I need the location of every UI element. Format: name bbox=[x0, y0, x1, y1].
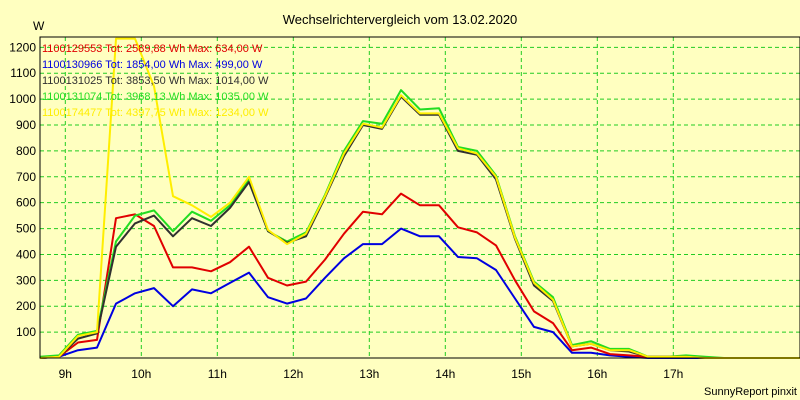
x-tick-labels: 9h 10h 11h 12h 13h 14h 15h 16h 17h bbox=[59, 367, 684, 381]
series-line-1100174477 bbox=[39, 37, 800, 359]
legend-entry-1100174477: 1100174477 Tot: 4397,75 Wh Max: 1234,00 … bbox=[42, 107, 269, 119]
legend-entry-1100130966: 1100130966 Tot: 1854,00 Wh Max: 499,00 W bbox=[42, 59, 263, 71]
x-tick-label-13h: 13h bbox=[359, 367, 379, 381]
y-tick-label-1100: 1100 bbox=[10, 66, 36, 80]
x-tick-label-9h: 9h bbox=[59, 367, 72, 381]
x-tick-label-10h: 10h bbox=[131, 367, 151, 381]
y-tick-label-200: 200 bbox=[16, 299, 36, 313]
y-tick-label-1000: 1000 bbox=[9, 92, 36, 106]
series-line-1100129553 bbox=[39, 192, 800, 359]
y-tick-label-1200: 1200 bbox=[9, 40, 36, 54]
y-tick-label-900: 900 bbox=[16, 118, 36, 132]
y-tick-label-800: 800 bbox=[16, 144, 36, 158]
credit-label: SunnyReport pinxit bbox=[704, 386, 797, 398]
y-axis-unit-label: W bbox=[33, 19, 45, 33]
series-line-1100130966 bbox=[39, 227, 800, 359]
y-tick-label-400: 400 bbox=[16, 247, 36, 261]
legend-entry-1100131074: 1100131074 Tot: 3968,13 Wh Max: 1035,00 … bbox=[42, 91, 269, 103]
legend: 1100129553 Tot: 2589,88 Wh Max: 634,00 W… bbox=[42, 43, 269, 119]
chart-title: Wechselrichtervergleich vom 13.02.2020 bbox=[283, 12, 518, 27]
y-tick-label-300: 300 bbox=[16, 273, 36, 287]
series-layer bbox=[39, 37, 800, 359]
y-tick-label-500: 500 bbox=[16, 222, 36, 236]
y-tick-label-100: 100 bbox=[16, 325, 36, 339]
series-line-1100131074 bbox=[39, 89, 800, 359]
y-tick-labels: 100 200 300 400 500 600 700 800 900 1000 1100 1200 bbox=[9, 40, 36, 339]
grid-layer bbox=[40, 37, 800, 358]
x-tick-label-15h: 15h bbox=[511, 367, 531, 381]
plot-frame bbox=[39, 36, 800, 359]
legend-entry-1100131025: 1100131025 Tot: 3853,50 Wh Max: 1014,00 … bbox=[42, 75, 269, 87]
x-tick-label-11h: 11h bbox=[208, 367, 227, 381]
x-tick-label-17h: 17h bbox=[663, 367, 683, 381]
y-tick-label-700: 700 bbox=[16, 170, 36, 184]
y-tick-label-600: 600 bbox=[16, 196, 36, 210]
x-tick-label-12h: 12h bbox=[283, 367, 303, 381]
x-tick-label-14h: 14h bbox=[435, 367, 455, 381]
legend-entry-1100129553: 1100129553 Tot: 2589,88 Wh Max: 634,00 W bbox=[42, 43, 263, 55]
x-tick-label-16h: 16h bbox=[587, 367, 607, 381]
